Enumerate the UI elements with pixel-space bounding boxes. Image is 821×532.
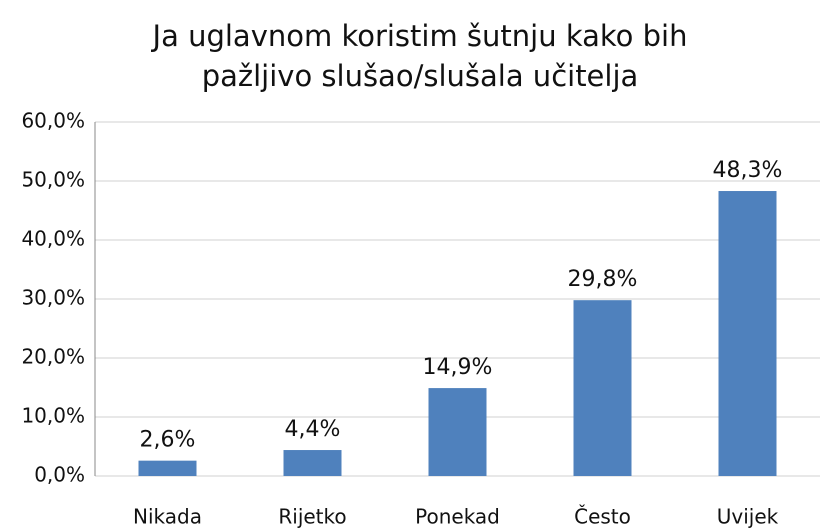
x-tick-label: Često (574, 505, 631, 529)
bar (428, 388, 487, 476)
value-label: 29,8% (568, 267, 638, 292)
chart-title: pažljivo slušao/slušala učitelja (202, 59, 639, 93)
y-tick-label: 20,0% (21, 345, 85, 369)
y-tick-label: 10,0% (21, 404, 85, 428)
x-tick-label: Uvijek (717, 505, 779, 529)
value-label: 4,4% (285, 417, 341, 442)
value-label: 2,6% (140, 428, 196, 453)
y-tick-label: 30,0% (21, 286, 85, 310)
chart-title: Ja uglavnom koristim šutnju kako bih (151, 19, 688, 53)
value-label: 14,9% (423, 355, 493, 380)
value-label: 48,3% (713, 158, 783, 183)
x-tick-label: Ponekad (415, 505, 500, 529)
bar (718, 191, 777, 476)
y-tick-label: 40,0% (21, 227, 85, 251)
bar (573, 300, 632, 476)
bar (283, 450, 342, 476)
y-tick-label: 0,0% (34, 463, 85, 487)
bar (138, 460, 197, 476)
y-tick-label: 50,0% (21, 168, 85, 192)
y-tick-label: 60,0% (21, 109, 85, 133)
x-tick-label: Rijetko (278, 505, 346, 529)
x-tick-label: Nikada (133, 505, 202, 529)
